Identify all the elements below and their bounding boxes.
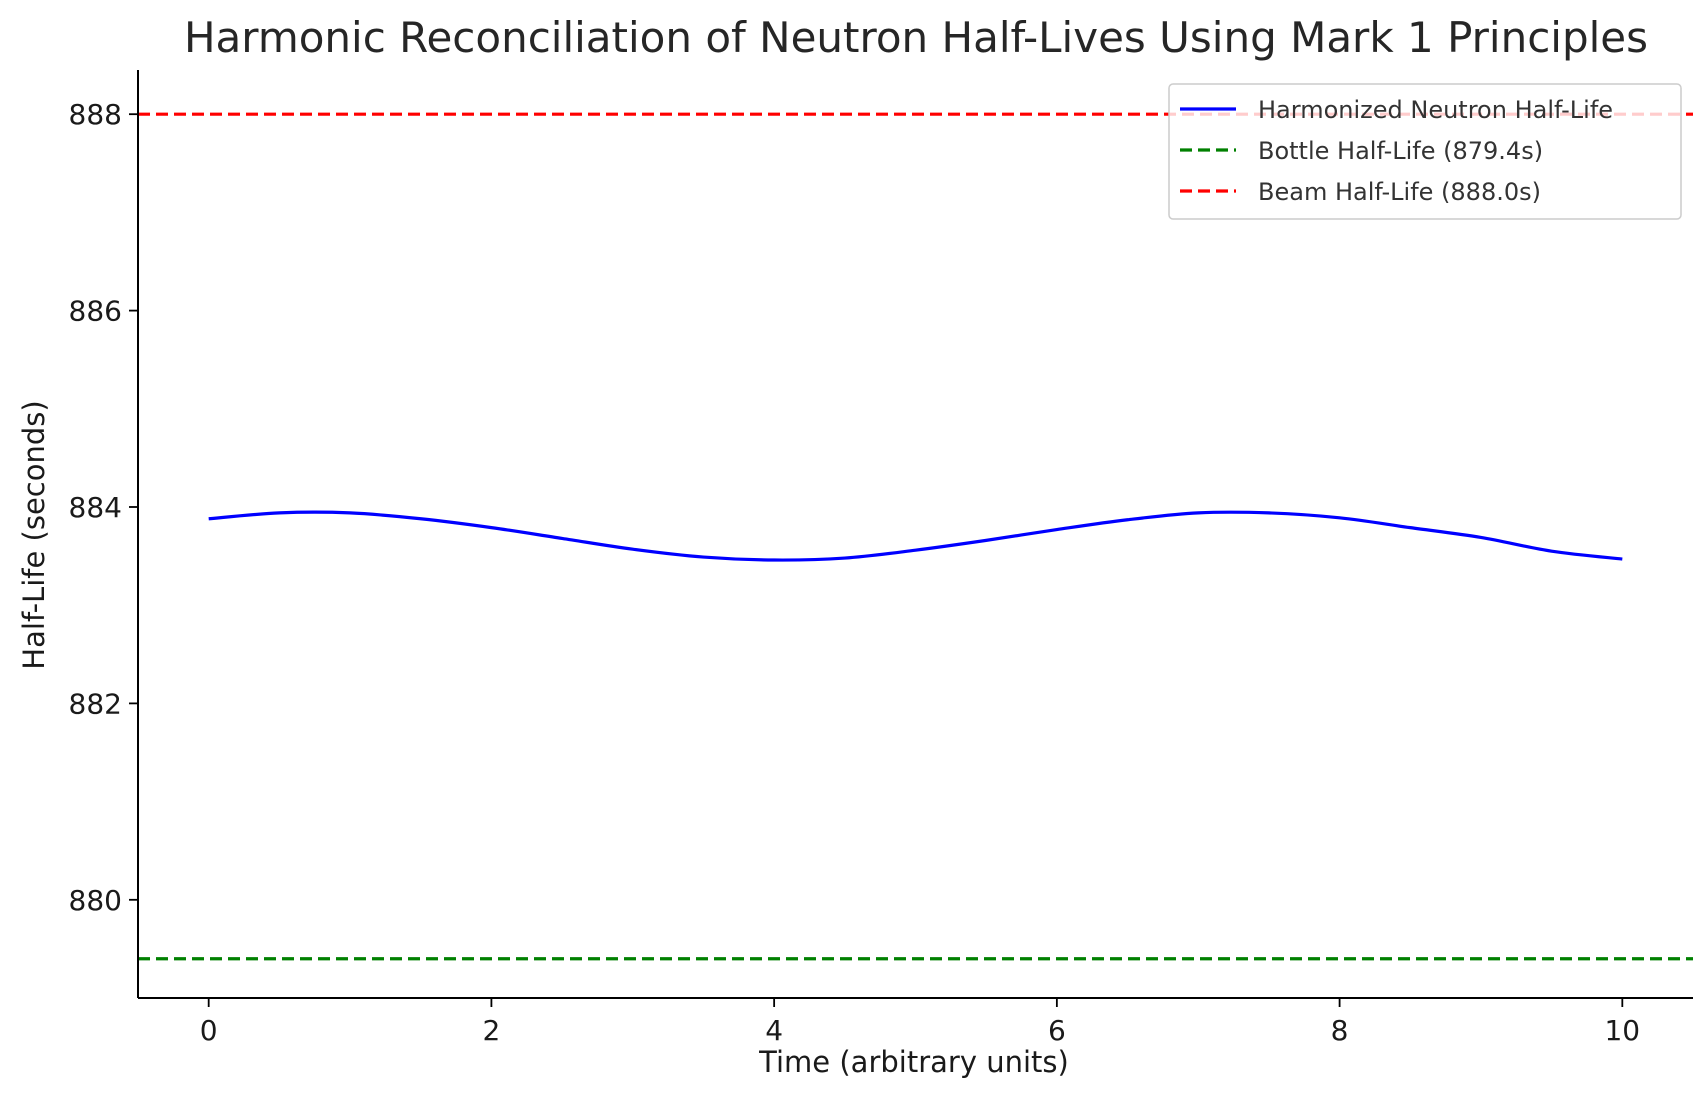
y-tick-label: 886 [69,295,122,328]
x-axis-ticks: 0 2 4 6 8 10 [200,998,1640,1047]
legend-item-beam: Beam Half-Life (888.0s) [1180,178,1541,206]
y-axis-label: Half-Life (seconds) [17,400,51,669]
chart-title: Harmonic Reconciliation of Neutron Half-… [184,13,1648,62]
legend-label: Bottle Half-Life (879.4s) [1258,137,1543,165]
legend-label: Harmonized Neutron Half-Life [1258,96,1613,124]
y-axis-ticks: 880 882 884 886 888 [69,98,138,917]
x-tick-label: 6 [1048,1014,1066,1047]
y-tick-label: 882 [69,687,122,720]
legend-item-bottle: Bottle Half-Life (879.4s) [1180,137,1543,165]
legend-frame [1168,83,1682,220]
plot-area [138,112,1693,961]
y-tick-label: 884 [69,491,122,524]
x-tick-label: 8 [1331,1014,1349,1047]
x-tick-label: 4 [765,1014,783,1047]
series-layer [138,112,1693,961]
x-axis-label: Time (arbitrary units) [758,1045,1069,1079]
y-tick-label: 888 [69,98,122,131]
legend: Harmonized Neutron Half-Life Bottle Half-… [1168,83,1682,220]
legend-item-harmonized: Harmonized Neutron Half-Life [1180,96,1613,124]
x-tick-label: 0 [200,1014,218,1047]
legend-label: Beam Half-Life (888.0s) [1258,178,1541,206]
x-tick-label: 10 [1604,1014,1640,1047]
harmonized-half-life-line [208,510,1623,562]
x-tick-label: 2 [482,1014,500,1047]
y-tick-label: 880 [69,884,122,917]
